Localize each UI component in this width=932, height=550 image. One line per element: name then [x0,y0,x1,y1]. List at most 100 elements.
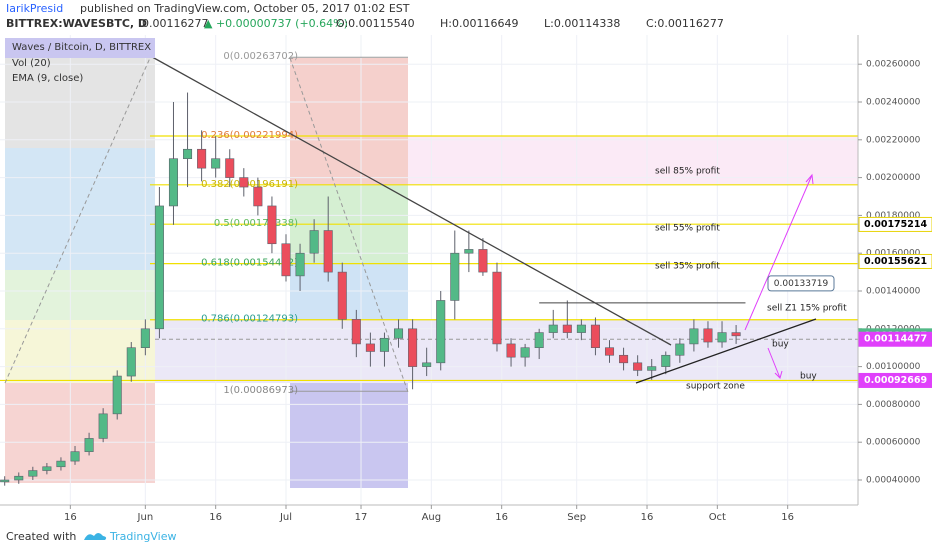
candle-body [267,205,277,245]
candle-body [703,328,713,343]
x-tick-label: 17 [355,512,368,523]
candle-body [28,470,38,477]
y-tick-label: 0.00140000 [866,286,921,296]
drawings: sell 85% profit sell 55% profit sell 35%… [4,52,847,393]
candle-body [548,324,558,333]
x-tick-label: 16 [495,512,508,523]
x-tick-label: 16 [64,512,77,523]
candle-body [394,328,404,339]
fib-label: 0.786(0.00124793) [201,314,298,325]
x-tick-label: Aug [422,512,442,523]
candle-body [464,249,474,254]
candle-body [661,354,671,367]
candle-body [225,158,235,178]
candle-body [42,466,52,471]
candle-body [604,347,615,356]
candle-body [154,205,164,330]
candle-body [422,362,432,367]
y-tick-label: 0.00080000 [866,400,921,410]
candle-body [379,337,389,352]
x-tick-label: 16 [781,512,794,523]
fib-label: 0.5(0.00175338) [214,218,298,229]
x-tick-label: Sep [567,512,586,523]
candle-body [562,324,572,333]
annotation: sell Z1 15% profit [767,304,847,314]
trend-line [144,52,672,346]
zone [408,136,858,185]
fib-label: 1(0.00086973) [223,385,298,396]
callout-label: 0.00133719 [774,279,829,289]
y-tick-label: 0.00240000 [866,98,921,108]
arrow-head [805,173,814,185]
candle-body [70,451,80,462]
ohlc: H:0.00116649 [440,17,518,30]
y-tick-label: 0.00200000 [866,173,921,183]
candle-body [506,343,516,358]
candle-body [619,354,629,364]
price-label-box [858,216,932,232]
y-tick-label: 0.00180000 [866,211,921,221]
candle-body [633,362,643,371]
candle-body [351,319,361,345]
brand[interactable]: TradingView [109,530,176,543]
fib-trend [289,57,409,393]
candle-body [337,271,347,320]
legend: Waves / Bitcoin, D, BITTREX Vol (20) EMA… [5,38,155,84]
arrow [744,174,813,331]
candle-body [126,347,136,377]
candle-body [450,252,460,301]
change: ▲ +0.00000737 (+0.64%) [204,17,348,30]
zone [5,383,155,483]
candle-body [295,252,305,277]
candle-body [168,158,178,207]
y-tick-label: 0.00040000 [866,475,921,485]
candles [0,92,741,486]
candle-body [717,332,727,343]
fib-label: 0.236(0.00221994) [201,130,298,141]
y-tick-label: 0.00100000 [866,362,921,372]
legend-indicator: Vol (20) [12,58,51,69]
author[interactable]: IarikPresid [6,2,63,15]
candle-body [520,347,530,358]
price-label-box [858,253,932,269]
y-tick-label: 0.00160000 [866,249,921,259]
candle-body [56,460,66,468]
x-tick-label: Jun [137,512,154,523]
zone [155,320,858,383]
footer: Created with TradingView [6,530,176,543]
candle-body [0,479,10,483]
ohlc: L:0.00114338 [544,17,620,30]
zone [5,148,155,270]
y-tick-label: 0.00060000 [866,438,921,448]
x-tick-label: 16 [209,512,222,523]
zone [5,270,155,320]
annotation: sell 55% profit [655,224,720,234]
candle-body [281,243,291,277]
price-label-box [858,331,932,347]
y-tick-label: 0.00220000 [866,135,921,145]
candle-body [365,343,375,352]
price-label-box [858,372,932,388]
grid [0,35,858,505]
fib-label: 0.382(0.00196191) [201,179,298,190]
y-tick-label: 0.00260000 [866,60,921,70]
candle-body [239,177,249,188]
arrow-head [774,370,783,379]
ohlc: C:0.00116277 [646,17,724,30]
candle-body [576,324,586,333]
callout-box [767,275,835,292]
candle-body [478,249,488,273]
arrow [767,347,781,379]
candle-body [590,324,600,348]
zone [290,383,408,488]
annotation: sell 35% profit [655,262,720,272]
candle-body [323,230,333,273]
candle-body [197,148,207,169]
price-label: 0.00155621 [864,256,927,267]
annotation: buy [800,372,817,382]
ohlc: O:0.00115540 [336,17,415,30]
candle-body [253,186,263,207]
x-tick-label: 16 [641,512,654,523]
annotation: support zone [686,382,745,392]
